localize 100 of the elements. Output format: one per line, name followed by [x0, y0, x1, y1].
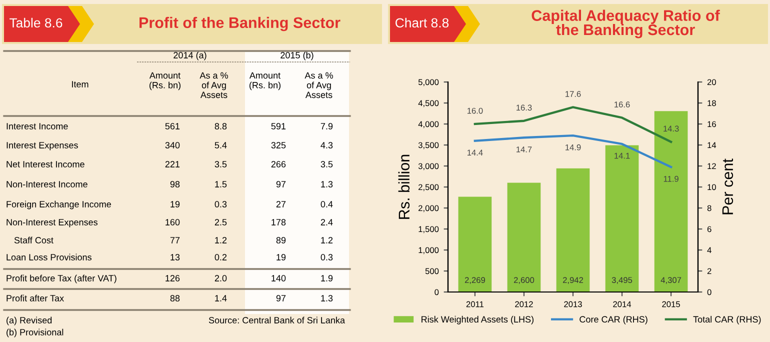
- x-tick-label: 2014: [613, 301, 632, 308]
- data-label: 16.0: [467, 108, 483, 114]
- data-label: 1.3: [321, 181, 333, 188]
- category-label: Interest Expenses: [6, 142, 78, 150]
- text: As a % of Avg Assets: [304, 72, 333, 98]
- bar: [654, 111, 688, 292]
- data-label: 14.4: [467, 150, 483, 156]
- category-label: Profit after Tax: [6, 294, 64, 302]
- data-label: 2.5: [214, 219, 227, 226]
- category-label: Staff Cost: [14, 236, 54, 244]
- data-label: 1.3: [321, 295, 333, 302]
- text: Profit of the Banking Sector: [140, 16, 340, 32]
- y-tick-label: 3,500: [418, 142, 439, 150]
- y-tick-label: 500: [425, 268, 439, 274]
- y-tick-label: 0: [434, 289, 439, 296]
- x-tick-label: 2011: [466, 301, 484, 308]
- bar: [507, 182, 541, 292]
- category-label: Non-Interest Expenses: [6, 219, 98, 228]
- source-note: Source: Central Bank of Sri Lanka: [208, 316, 346, 324]
- data-label: 0.3: [320, 254, 333, 260]
- data-label: 2.4: [320, 219, 333, 226]
- category-label: Profit before Tax (after VAT): [6, 274, 116, 284]
- y2-tick-label: 20: [707, 79, 716, 86]
- data-label: 3,495: [612, 277, 632, 284]
- text: Amount (Rs. bn): [149, 72, 180, 90]
- data-label: 178: [272, 219, 286, 226]
- y2-tick-label: 4: [707, 247, 712, 254]
- data-label: 77: [170, 237, 180, 244]
- data-label: 14.9: [566, 144, 581, 150]
- data-label: 591: [271, 123, 286, 130]
- data-label: 4,307: [660, 277, 682, 284]
- data-label: 561: [165, 123, 180, 130]
- data-label: 2,269: [464, 277, 485, 284]
- y-tick-label: 4,500: [418, 100, 439, 108]
- y-tick-label: 2,500: [418, 184, 439, 192]
- y-tick-label: 4,000: [418, 121, 439, 128]
- data-label: 27: [276, 201, 286, 208]
- data-label: 88: [170, 295, 180, 302]
- text: Item: [72, 81, 88, 88]
- category-label: Loan Loss Provisions: [6, 254, 92, 260]
- y2-tick-label: 2: [707, 268, 712, 274]
- text: Amount (Rs. bn): [249, 72, 280, 90]
- text: (b) Provisional: [6, 328, 64, 338]
- y2-tick-label: 12: [708, 163, 716, 170]
- data-label: 0.3: [214, 201, 227, 208]
- caption: Chart 8.8: [396, 18, 449, 28]
- data-label: 1.2: [321, 237, 333, 244]
- data-label: 97: [276, 295, 286, 302]
- data-label: 0.4: [320, 201, 333, 208]
- y2-tick-label: 0: [707, 289, 712, 296]
- legend-label: Total CAR (RHS): [693, 316, 761, 324]
- y2-tick-label: 16: [708, 121, 716, 128]
- bar: [458, 196, 492, 292]
- category-label: Net Interest Income: [6, 161, 84, 168]
- data-label: 325: [271, 142, 286, 148]
- y2-tick-label: 8: [707, 205, 712, 212]
- category-label: Interest Income: [6, 123, 68, 130]
- y2-tick-label: 14: [708, 142, 716, 148]
- y2-tick-label: 18: [708, 100, 716, 106]
- category-label: Non-Interest Income: [6, 181, 88, 188]
- data-label: 14.7: [516, 146, 532, 152]
- text: 2015 (b): [280, 52, 314, 60]
- x-tick-label: 2013: [564, 301, 582, 308]
- bar: [556, 168, 590, 292]
- y2-axis-title: Per cent: [722, 158, 734, 214]
- data-label: 221: [165, 161, 180, 168]
- data-label: 340: [165, 142, 180, 148]
- data-label: 5.4: [214, 142, 227, 148]
- caption: Table 8.6: [10, 18, 62, 28]
- data-label: 7.9: [320, 123, 333, 130]
- y-tick-label: 3,000: [418, 163, 439, 170]
- data-label: 1.5: [215, 181, 227, 188]
- chart-title: Capital Adequacy Ratio of the Banking Sector: [532, 10, 720, 38]
- y-tick-label: 1,500: [418, 226, 439, 234]
- data-label: 17.6: [566, 91, 581, 97]
- data-label: 2,600: [514, 277, 534, 284]
- data-label: 266: [271, 161, 286, 168]
- y-axis-title: Rs. billion: [398, 154, 410, 219]
- x-tick-label: 2015: [662, 301, 680, 308]
- y-tick-label: 5,000: [418, 79, 439, 86]
- data-label: 97: [276, 181, 286, 188]
- data-label: 16.6: [614, 102, 630, 108]
- legend-label: Core CAR (RHS): [580, 316, 648, 324]
- text: (a) Revised: [6, 316, 52, 326]
- data-label: 8.8: [214, 123, 227, 130]
- legend-label: Risk Weighted Assets (LHS): [422, 316, 534, 324]
- data-label: 140: [272, 275, 286, 282]
- data-label: 2.0: [214, 275, 227, 282]
- data-label: 3.5: [214, 161, 227, 168]
- data-label: 19: [170, 201, 180, 208]
- y-tick-label: 2,000: [418, 205, 439, 212]
- bar: [605, 145, 639, 292]
- data-label: 2,942: [562, 277, 584, 284]
- data-label: 16.3: [516, 104, 532, 111]
- data-label: 0.2: [214, 254, 227, 260]
- data-label: 3.5: [320, 161, 333, 168]
- y-tick-label: 1,000: [418, 247, 439, 254]
- data-label: 160: [166, 219, 180, 226]
- text: 2014 (a): [174, 52, 206, 60]
- y2-tick-label: 6: [707, 226, 712, 232]
